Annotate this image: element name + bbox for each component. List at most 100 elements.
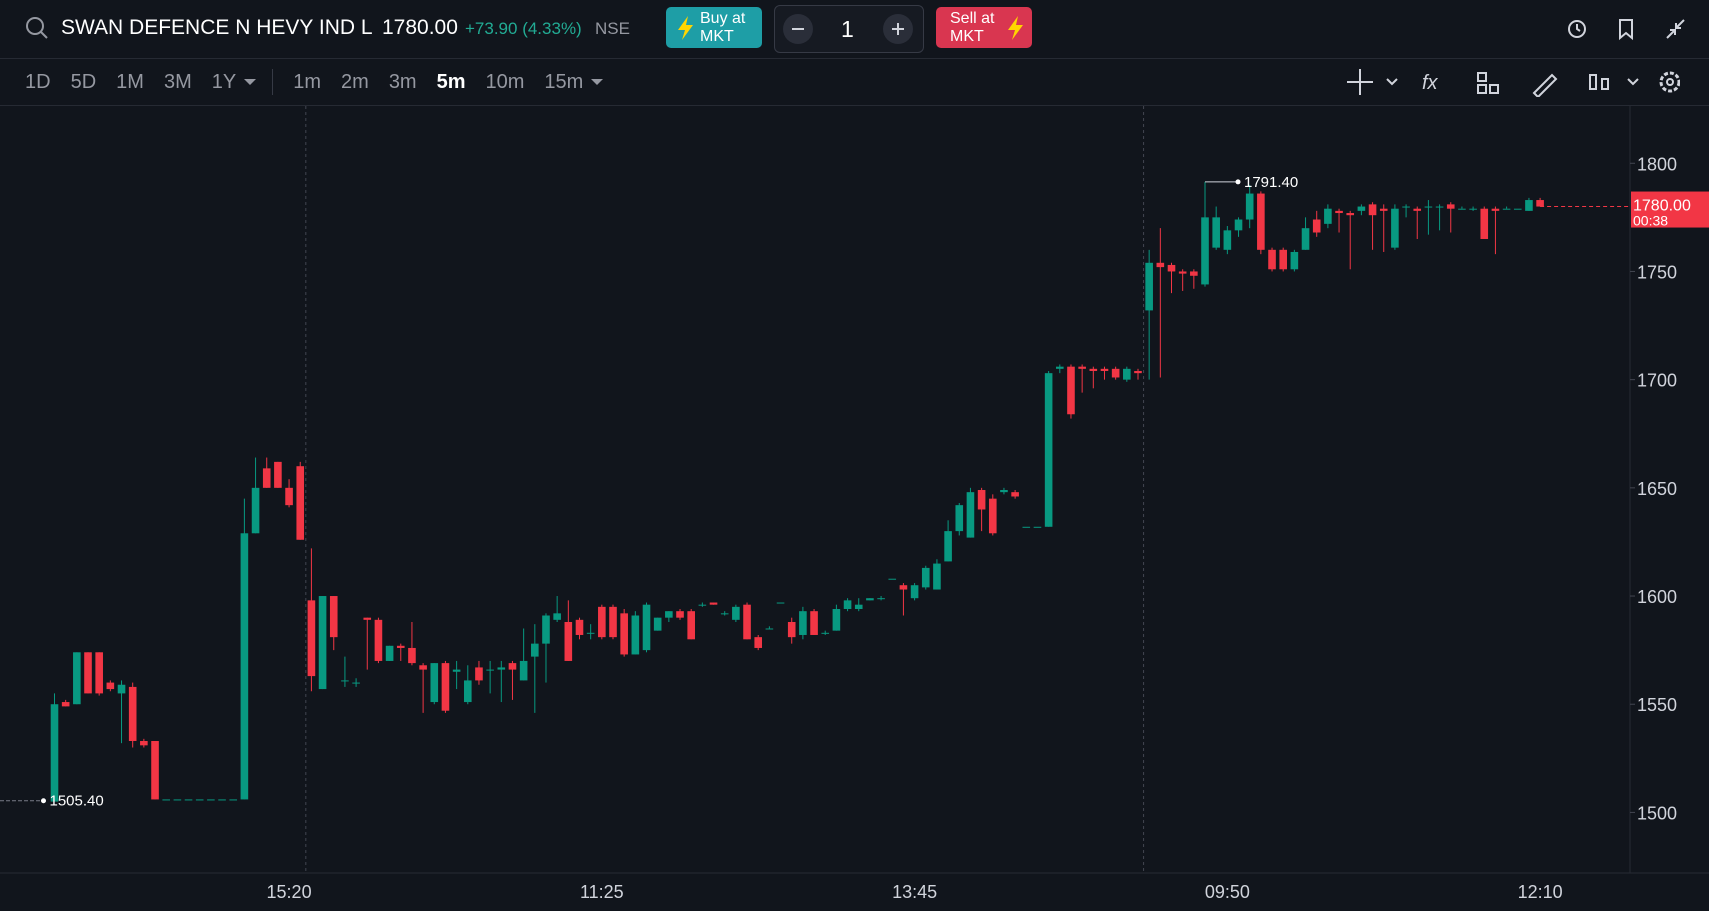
- chart: 1500 1550 1600 1650 1700 1750 1800 15:20 11:25 13…: [0, 106, 1709, 902]
- tool-icons[interactable]: fx: [1340, 67, 1680, 97]
- x-tick-label: 13:45: [892, 882, 937, 902]
- candle-body: [140, 741, 148, 746]
- candle-body: [1357, 206, 1366, 211]
- candle-body: [676, 611, 684, 618]
- candle-body: [910, 585, 919, 599]
- candle-body: [1368, 204, 1377, 216]
- candle-body: [1067, 366, 1075, 415]
- candle-body: [1123, 368, 1131, 380]
- buy-label: Buy at: [700, 10, 746, 27]
- candle-body: [732, 606, 740, 620]
- candle-body: [1379, 208, 1388, 211]
- dropdown-arrow[interactable]: [591, 79, 604, 85]
- candle-body: [642, 604, 651, 651]
- interval[interactable]: 5m: [436, 70, 466, 93]
- candle-body: [128, 686, 137, 742]
- candle-body: [341, 680, 349, 682]
- candle-body: [1402, 206, 1410, 208]
- candle-body: [1301, 228, 1310, 250]
- candle-body: [408, 647, 416, 664]
- candle-body: [419, 665, 427, 670]
- candle-body: [1100, 368, 1109, 371]
- candle-body: [1324, 208, 1332, 224]
- candle-body: [1212, 217, 1220, 248]
- last-price-tag: [1631, 191, 1709, 228]
- sell-label: MKT: [950, 28, 984, 45]
- low-label: 1505.40: [50, 793, 104, 810]
- interval[interactable]: 15m: [544, 70, 584, 93]
- last-price: 1780.00: [1633, 198, 1691, 215]
- header-icons[interactable]: [1562, 14, 1692, 44]
- candle-body: [1134, 370, 1142, 374]
- candle-body: [854, 604, 863, 610]
- high-label: 1791.40: [1244, 174, 1298, 191]
- dropdown-arrow[interactable]: [244, 79, 257, 85]
- search-icon[interactable]: [24, 15, 50, 41]
- quantity-box: 1: [774, 5, 924, 53]
- range[interactable]: 3M: [163, 70, 192, 93]
- sell-button[interactable]: Sell at MKT: [936, 7, 1032, 48]
- candle-body: [452, 669, 461, 672]
- range[interactable]: 1D: [25, 70, 51, 93]
- candle-body: [307, 600, 316, 677]
- candle-body: [944, 531, 952, 562]
- interval[interactable]: 10m: [485, 70, 525, 93]
- interval[interactable]: 2m: [341, 70, 369, 93]
- y-tick-label: 1550: [1637, 695, 1677, 715]
- candle-body: [776, 602, 785, 604]
- candle-body: [1279, 249, 1287, 270]
- candle-body: [955, 505, 964, 532]
- range[interactable]: 1Y: [211, 70, 237, 93]
- candle-body: [1458, 208, 1466, 210]
- candle-body: [787, 621, 796, 638]
- candle-body: [318, 596, 327, 690]
- candle-body: [184, 799, 193, 801]
- y-tick-label: 1650: [1637, 479, 1677, 499]
- y-tick-label: 1800: [1637, 154, 1677, 174]
- y-tick-label: 1600: [1637, 587, 1677, 607]
- minus-button[interactable]: [782, 13, 814, 45]
- candle-body: [810, 611, 818, 635]
- candle-body: [207, 799, 215, 801]
- range[interactable]: 1M: [116, 70, 144, 93]
- candle-body: [1111, 368, 1120, 378]
- range[interactable]: 5D: [70, 70, 97, 93]
- candle-body: [396, 645, 405, 648]
- candle-body: [1033, 526, 1042, 528]
- candle-body: [966, 492, 975, 538]
- candle-body: [866, 598, 874, 601]
- interval[interactable]: 3m: [388, 70, 417, 93]
- candle-body: [653, 617, 662, 631]
- y-tick-label: 1500: [1637, 803, 1677, 823]
- candle-body: [553, 613, 561, 620]
- header: SWAN DEFENCE N HEVY IND L 1780.00 +73.90…: [0, 0, 1709, 59]
- candle-body: [832, 609, 841, 631]
- plus-button[interactable]: [882, 13, 914, 45]
- intervals: 1m 2m 3m 5m 10m 15m: [273, 71, 583, 94]
- candle-body: [620, 613, 628, 655]
- candle-body: [475, 667, 483, 681]
- buy-button[interactable]: Buy at MKT: [666, 7, 762, 48]
- symbol[interactable]: SWAN DEFENCE N HEVY IND L: [61, 16, 373, 39]
- candle-body: [609, 606, 617, 638]
- quantity[interactable]: 1: [841, 16, 854, 42]
- candle-body: [486, 669, 494, 671]
- candle-body: [274, 461, 282, 488]
- interval[interactable]: 1m: [293, 70, 322, 93]
- candle-body: [1424, 206, 1433, 208]
- candle-body: [430, 663, 439, 703]
- candle-body: [229, 799, 238, 801]
- exchange: NSE: [595, 19, 630, 38]
- candle-body: [1257, 193, 1265, 250]
- candle-body: [352, 682, 360, 684]
- candle-body: [151, 741, 159, 800]
- candle-body: [821, 632, 830, 634]
- candle-body: [1536, 200, 1544, 207]
- high-dot: [1235, 179, 1241, 185]
- candle-body: [519, 660, 528, 681]
- candle-body: [1201, 217, 1209, 285]
- candle-body: [73, 652, 81, 705]
- candle-body: [1178, 271, 1187, 274]
- y-tick-label: 1700: [1637, 371, 1677, 391]
